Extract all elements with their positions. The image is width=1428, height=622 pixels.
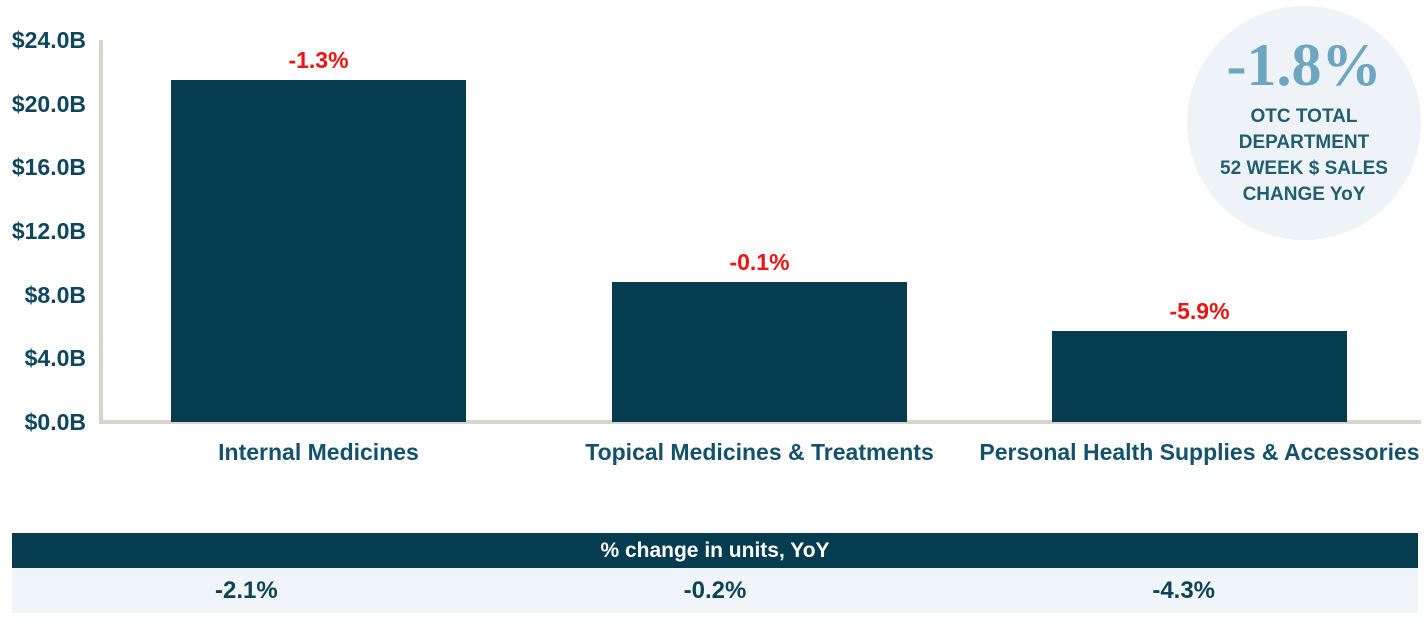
bar-2 xyxy=(612,282,907,422)
units-table-header: % change in units, YoY xyxy=(12,533,1418,568)
y-axis-line xyxy=(99,40,103,424)
bar-3 xyxy=(1052,331,1347,422)
y-axis-tick-label: $12.0B xyxy=(11,217,86,244)
category-label: Topical Medicines & Treatments xyxy=(585,439,934,465)
total-department-badge: -1.8% OTC TOTAL DEPARTMENT 52 WEEK $ SAL… xyxy=(1187,6,1421,240)
units-table-row: -2.1% -0.2% -4.3% xyxy=(12,568,1418,613)
bar-1 xyxy=(171,80,466,422)
bar-change-label: -5.9% xyxy=(1169,298,1230,324)
bar-chart-plot: $0.0B $4.0B $8.0B $12.0B $16.0B $20.0B $24.0B … xyxy=(11,26,1421,465)
bar-change-label: -0.1% xyxy=(729,249,790,275)
bar-change-label: -1.3% xyxy=(288,47,349,73)
badge-caption: OTC TOTAL DEPARTMENT 52 WEEK $ SALES CHA… xyxy=(1220,106,1388,205)
units-change-table: % change in units, YoY -2.1% -0.2% -4.3% xyxy=(12,533,1418,613)
badge-value: -1.8% xyxy=(1226,32,1382,98)
y-axis-tick-label: $0.0B xyxy=(24,409,86,435)
y-axis-tick-label: $4.0B xyxy=(24,345,86,372)
y-axis-tick-label: $24.0B xyxy=(11,26,86,53)
y-axis-tick-label: $20.0B xyxy=(11,90,86,117)
y-axis-tick-label: $16.0B xyxy=(11,154,86,181)
units-change-value: -4.3% xyxy=(1152,576,1216,604)
x-axis-line xyxy=(99,420,1421,424)
category-label: Personal Health Supplies & Accessories xyxy=(979,439,1420,465)
category-label: Internal Medicines xyxy=(218,439,419,465)
y-axis-tick-label: $8.0B xyxy=(24,281,86,308)
units-change-value: -0.2% xyxy=(683,576,747,604)
units-change-value: -2.1% xyxy=(214,576,278,604)
